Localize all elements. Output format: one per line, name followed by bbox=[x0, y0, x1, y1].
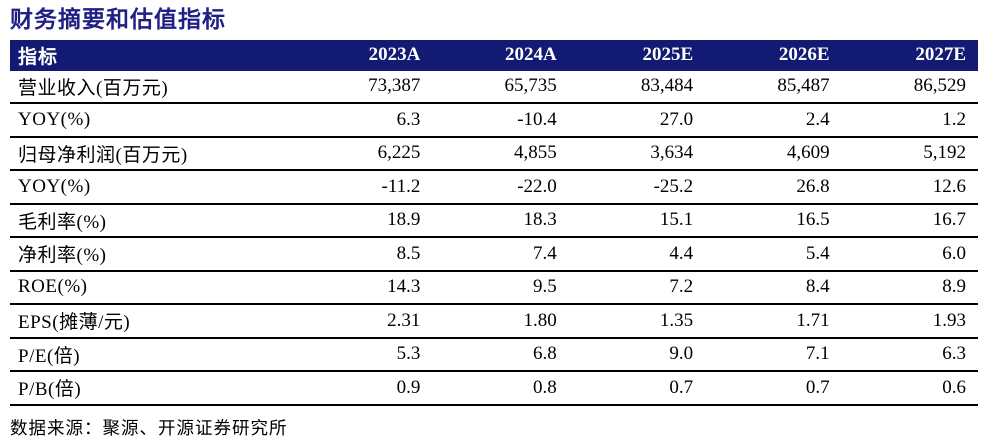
table-header-row: 指标 2023A 2024A 2025E 2026E 2027E bbox=[10, 39, 978, 71]
table-row: YOY(%) 6.3 -10.4 27.0 2.4 1.2 bbox=[10, 103, 978, 138]
table-body: 营业收入(百万元) 73,387 65,735 83,484 85,487 86,529 Y… bbox=[10, 70, 978, 406]
row-value: 0.8 bbox=[432, 371, 569, 406]
row-value: 6.3 bbox=[841, 337, 978, 373]
table-row: P/B(倍) 0.9 0.8 0.7 0.7 0.6 bbox=[10, 371, 978, 406]
row-value: 18.9 bbox=[296, 203, 433, 239]
row-value: 9.5 bbox=[432, 270, 569, 306]
row-value: 65,735 bbox=[432, 70, 569, 105]
table-row: 归母净利润(百万元) 6,225 4,855 3,634 4,609 5,192 bbox=[10, 136, 978, 172]
row-value: 26.8 bbox=[705, 170, 842, 205]
row-value: 16.7 bbox=[841, 203, 978, 239]
table-row: 营业收入(百万元) 73,387 65,735 83,484 85,487 86,529 bbox=[10, 70, 978, 105]
row-value: 1.80 bbox=[432, 304, 569, 339]
header-cell-year-2025E: 2025E bbox=[568, 39, 706, 71]
row-label: 毛利率(%) bbox=[10, 203, 296, 239]
row-label: P/E(倍) bbox=[10, 337, 296, 373]
row-value: 5,192 bbox=[841, 136, 978, 172]
header-cell-metric: 指标 bbox=[10, 39, 296, 71]
row-value: 0.7 bbox=[568, 371, 706, 406]
row-label: 归母净利润(百万元) bbox=[10, 136, 296, 172]
row-value: 4,609 bbox=[705, 136, 842, 172]
row-label: YOY(%) bbox=[10, 103, 296, 138]
header-cell-year-2024A: 2024A bbox=[432, 39, 569, 71]
row-value: 1.93 bbox=[841, 304, 978, 339]
row-value: 86,529 bbox=[841, 70, 978, 105]
page-title: 财务摘要和估值指标 bbox=[10, 7, 226, 32]
row-value: 7.1 bbox=[705, 337, 842, 373]
row-value: 9.0 bbox=[568, 337, 706, 373]
table-row: YOY(%) -11.2 -22.0 -25.2 26.8 12.6 bbox=[10, 170, 978, 205]
table-row: 毛利率(%) 18.9 18.3 15.1 16.5 16.7 bbox=[10, 203, 978, 239]
header-cell-year-2026E: 2026E bbox=[705, 39, 842, 71]
row-value: -11.2 bbox=[296, 170, 433, 205]
row-value: 3,634 bbox=[568, 136, 706, 172]
row-value: 0.6 bbox=[841, 371, 978, 406]
row-value: -22.0 bbox=[432, 170, 569, 205]
row-value: -25.2 bbox=[568, 170, 706, 205]
row-value: 4.4 bbox=[568, 237, 706, 272]
table-row: 净利率(%) 8.5 7.4 4.4 5.4 6.0 bbox=[10, 237, 978, 272]
row-value: 7.2 bbox=[568, 270, 706, 306]
row-value: 16.5 bbox=[705, 203, 842, 239]
row-value: 0.7 bbox=[705, 371, 842, 406]
row-value: 8.4 bbox=[705, 270, 842, 306]
row-value: 6.3 bbox=[296, 103, 433, 138]
row-value: 15.1 bbox=[568, 203, 706, 239]
row-value: 1.71 bbox=[705, 304, 842, 339]
header-cell-year-2027E: 2027E bbox=[841, 39, 978, 71]
row-value: 5.3 bbox=[296, 337, 433, 373]
row-value: 6.8 bbox=[432, 337, 569, 373]
row-value: 85,487 bbox=[705, 70, 842, 105]
row-value: 73,387 bbox=[296, 70, 433, 105]
row-value: 2.4 bbox=[705, 103, 842, 138]
row-value: 0.9 bbox=[296, 371, 433, 406]
row-value: 18.3 bbox=[432, 203, 569, 239]
row-value: 83,484 bbox=[568, 70, 706, 105]
table-row: ROE(%) 14.3 9.5 7.2 8.4 8.9 bbox=[10, 270, 978, 306]
row-value: -10.4 bbox=[432, 103, 569, 138]
row-value: 5.4 bbox=[705, 237, 842, 272]
table-row: P/E(倍) 5.3 6.8 9.0 7.1 6.3 bbox=[10, 337, 978, 373]
row-value: 4,855 bbox=[432, 136, 569, 172]
row-value: 1.35 bbox=[568, 304, 706, 339]
row-value: 8.5 bbox=[296, 237, 433, 272]
row-value: 12.6 bbox=[841, 170, 978, 205]
row-value: 14.3 bbox=[296, 270, 433, 306]
row-label: YOY(%) bbox=[10, 170, 296, 205]
row-label: 营业收入(百万元) bbox=[10, 70, 296, 105]
row-value: 6.0 bbox=[841, 237, 978, 272]
header-cell-year-2023A: 2023A bbox=[296, 39, 433, 71]
row-label: ROE(%) bbox=[10, 270, 296, 306]
table-header: 指标 2023A 2024A 2025E 2026E 2027E bbox=[10, 39, 978, 71]
row-value: 2.31 bbox=[296, 304, 433, 339]
row-label: 净利率(%) bbox=[10, 237, 296, 272]
table-row: EPS(摊薄/元) 2.31 1.80 1.35 1.71 1.93 bbox=[10, 304, 978, 339]
row-value: 27.0 bbox=[568, 103, 706, 138]
row-value: 6,225 bbox=[296, 136, 433, 172]
row-label: EPS(摊薄/元) bbox=[10, 304, 296, 339]
row-value: 8.9 bbox=[841, 270, 978, 306]
row-value: 1.2 bbox=[841, 103, 978, 138]
row-label: P/B(倍) bbox=[10, 371, 296, 406]
data-source-note: 数据来源：聚源、开源证券研究所 bbox=[10, 417, 288, 438]
financial-summary-table: 指标 2023A 2024A 2025E 2026E 2027E 营业收入(百万元) 73,… bbox=[10, 39, 978, 406]
row-value: 7.4 bbox=[432, 237, 569, 272]
